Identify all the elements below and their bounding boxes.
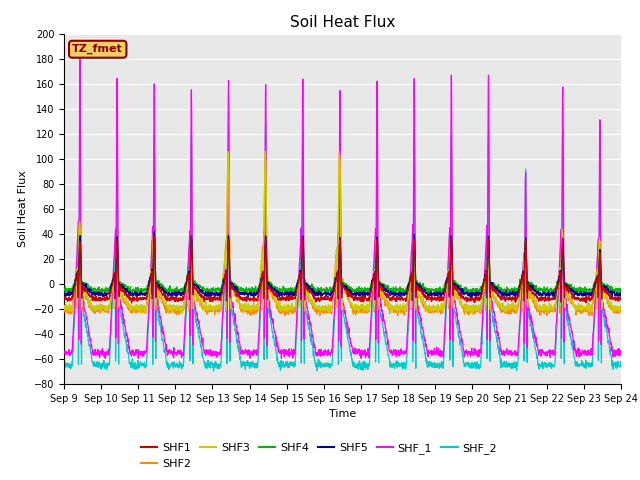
SHF5: [371, 291, 379, 297]
SHF3: [371, 284, 379, 289]
SHF5: [584, 290, 591, 296]
SHF3: [60, 305, 68, 311]
SHF3: [216, 302, 223, 308]
SHF4: [150, 235, 158, 241]
SHF3: [179, 311, 186, 316]
SHF2: [617, 308, 625, 313]
SHF_1: [76, 56, 84, 61]
SHF4: [504, 292, 511, 298]
Y-axis label: Soil Heat Flux: Soil Heat Flux: [18, 170, 28, 247]
SHF5: [216, 292, 223, 298]
SHF2: [504, 309, 512, 315]
SHF_2: [371, 247, 379, 253]
SHF2: [60, 310, 68, 315]
SHF3: [568, 299, 576, 304]
SHF2: [359, 305, 367, 311]
SHF_2: [617, 359, 625, 364]
X-axis label: Time: Time: [329, 409, 356, 419]
SHF_2: [60, 360, 68, 366]
SHF4: [359, 286, 367, 291]
SHF1: [60, 295, 68, 301]
SHF_2: [584, 360, 591, 366]
SHF_1: [358, 356, 365, 361]
SHF_1: [60, 351, 68, 357]
SHF_2: [359, 364, 367, 370]
SHF5: [505, 292, 513, 298]
SHF1: [128, 300, 136, 306]
Legend: SHF1, SHF2, SHF3, SHF4, SHF5, SHF_1, SHF_2: SHF1, SHF2, SHF3, SHF4, SHF5, SHF_1, SHF…: [136, 439, 501, 473]
Title: Soil Heat Flux: Soil Heat Flux: [290, 15, 395, 30]
SHF3: [617, 304, 625, 310]
SHF4: [216, 288, 223, 294]
SHF5: [351, 296, 359, 302]
SHF2: [568, 297, 575, 302]
SHF_1: [568, 328, 576, 334]
SHF4: [60, 287, 68, 292]
Line: SHF1: SHF1: [64, 236, 621, 303]
SHF_1: [617, 352, 625, 358]
SHF3: [584, 300, 591, 305]
SHF5: [150, 229, 158, 235]
SHF_1: [505, 351, 513, 357]
SHF1: [568, 291, 576, 297]
Line: SHF3: SHF3: [64, 151, 621, 313]
Line: SHF_2: SHF_2: [64, 112, 621, 371]
Text: TZ_fmet: TZ_fmet: [72, 44, 123, 54]
SHF_1: [584, 348, 591, 354]
SHF1: [617, 295, 625, 301]
Line: SHF_1: SHF_1: [64, 59, 621, 359]
SHF4: [505, 288, 513, 294]
SHF_2: [216, 363, 223, 369]
SHF5: [568, 288, 576, 294]
SHF1: [188, 233, 195, 239]
SHF4: [584, 287, 591, 293]
SHF1: [584, 295, 591, 301]
SHF5: [617, 289, 625, 295]
SHF_1: [359, 348, 367, 354]
SHF2: [371, 293, 379, 299]
SHF4: [617, 288, 625, 294]
SHF2: [584, 307, 591, 313]
SHF3: [261, 148, 269, 154]
SHF5: [359, 292, 367, 298]
Line: SHF4: SHF4: [64, 238, 621, 295]
SHF1: [216, 296, 223, 301]
SHF_2: [505, 364, 513, 370]
SHF_2: [568, 337, 576, 343]
SHF_1: [216, 352, 223, 358]
SHF1: [505, 297, 513, 303]
SHF_1: [371, 234, 379, 240]
Line: SHF5: SHF5: [64, 232, 621, 299]
SHF1: [371, 297, 379, 303]
SHF2: [216, 306, 223, 312]
SHF1: [359, 297, 367, 302]
SHF4: [568, 287, 576, 293]
SHF2: [261, 149, 269, 155]
SHF3: [505, 305, 513, 311]
SHF5: [60, 289, 68, 295]
Line: SHF2: SHF2: [64, 152, 621, 316]
SHF3: [359, 303, 367, 309]
SHF4: [371, 269, 379, 275]
SHF_2: [225, 109, 232, 115]
SHF_2: [210, 368, 218, 374]
SHF2: [586, 313, 593, 319]
